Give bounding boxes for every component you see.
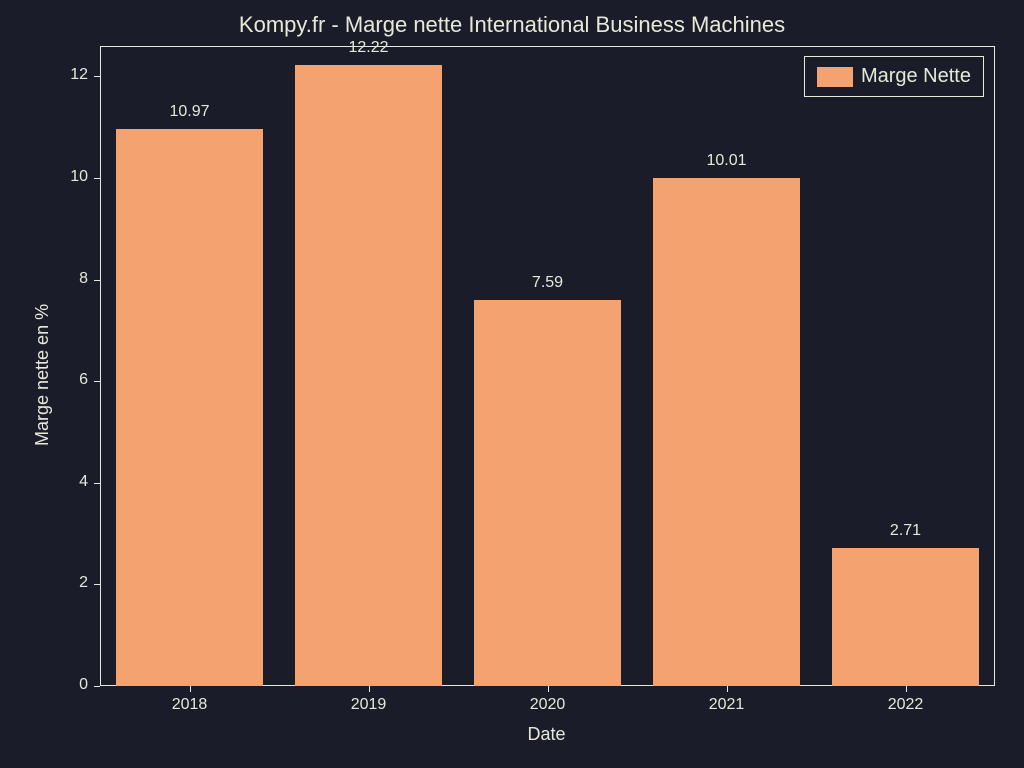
y-tick-label: 6: [79, 371, 88, 389]
x-tick-mark: [369, 686, 370, 692]
y-tick-mark: [94, 76, 100, 77]
x-tick-label: 2021: [709, 696, 745, 714]
y-tick-mark: [94, 381, 100, 382]
x-tick-label: 2018: [172, 696, 208, 714]
chart-title: Kompy.fr - Marge nette International Bus…: [0, 12, 1024, 38]
bar-value-label: 10.97: [169, 103, 209, 121]
x-tick-label: 2020: [530, 696, 566, 714]
y-tick-label: 8: [79, 270, 88, 288]
x-tick-label: 2022: [888, 696, 924, 714]
bar-value-label: 12.22: [348, 39, 388, 57]
bar: [474, 300, 621, 686]
y-tick-label: 10: [70, 168, 88, 186]
bar: [295, 65, 442, 686]
y-tick-label: 4: [79, 473, 88, 491]
bar: [653, 178, 800, 686]
x-tick-label: 2019: [351, 696, 387, 714]
bar: [832, 548, 979, 686]
y-tick-label: 2: [79, 574, 88, 592]
y-tick-label: 0: [79, 676, 88, 694]
bar-value-label: 10.01: [706, 152, 746, 170]
y-tick-mark: [94, 584, 100, 585]
y-tick-mark: [94, 686, 100, 687]
x-tick-mark: [548, 686, 549, 692]
y-tick-mark: [94, 280, 100, 281]
bar-chart: Kompy.fr - Marge nette International Bus…: [0, 0, 1024, 768]
x-tick-mark: [190, 686, 191, 692]
bar-value-label: 2.71: [890, 522, 921, 540]
y-axis-label: Marge nette en %: [32, 304, 53, 446]
bar-value-label: 7.59: [532, 274, 563, 292]
x-tick-mark: [727, 686, 728, 692]
chart-legend: Marge Nette: [804, 56, 984, 97]
x-tick-mark: [906, 686, 907, 692]
legend-label: Marge Nette: [861, 65, 971, 88]
bar: [116, 129, 263, 686]
legend-swatch: [817, 67, 853, 87]
y-tick-mark: [94, 178, 100, 179]
y-tick-label: 12: [70, 66, 88, 84]
x-axis-label: Date: [528, 724, 566, 745]
y-tick-mark: [94, 483, 100, 484]
